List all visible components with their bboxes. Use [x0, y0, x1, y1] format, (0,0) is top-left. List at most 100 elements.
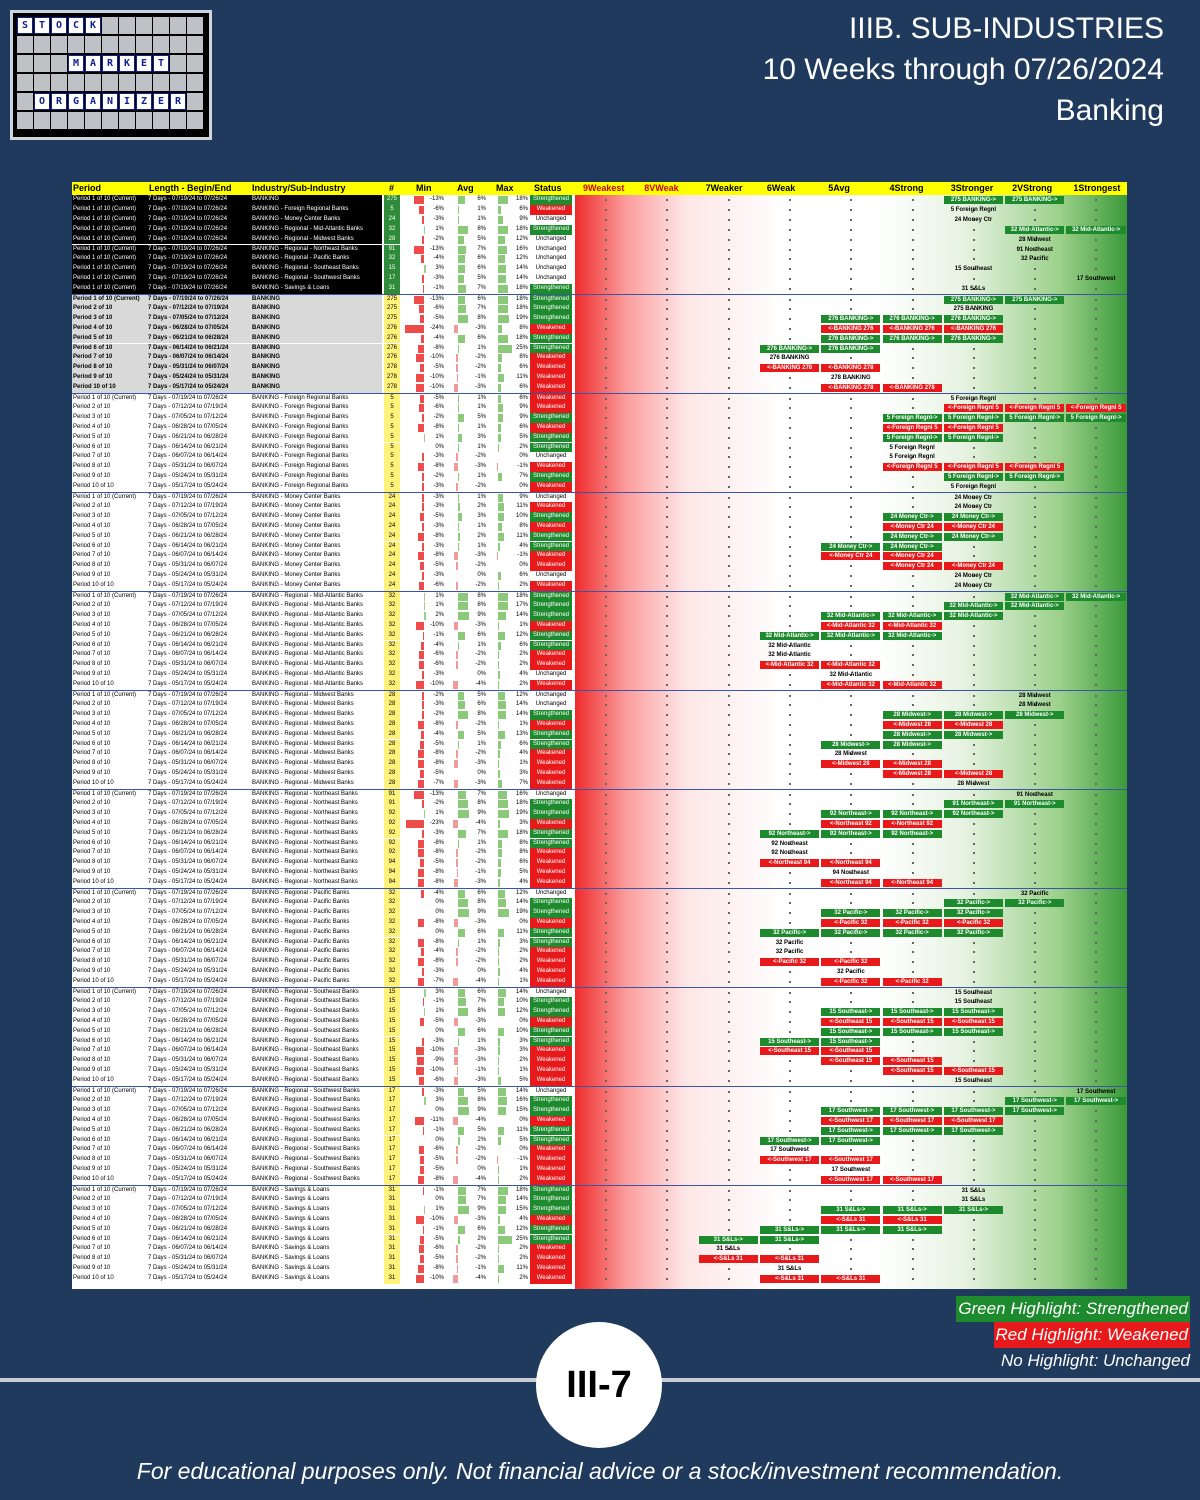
cell-period: Period 1 of 10 (Current): [72, 284, 149, 294]
max-bar: [498, 898, 506, 907]
cell-max: 1%: [519, 621, 528, 628]
cell-industry: BANKING - Regional - Midwest Banks: [252, 750, 354, 757]
cell-industry: BANKING - Regional - Pacific Banks: [252, 918, 350, 925]
cell-count: 92: [384, 818, 400, 829]
cell-avg: -1%: [475, 374, 486, 381]
max-bar: [498, 791, 507, 799]
cell-max: 4%: [519, 968, 528, 975]
level-marker: <-Southeast 15: [882, 1067, 942, 1076]
level-dot: [1095, 1030, 1098, 1033]
cell-length: 7 Days - 07/12/24 to 07/19/24: [148, 1195, 228, 1202]
cell-status: Weakened: [530, 1056, 572, 1067]
table-row: Period 5 of 10 7 Days - 06/21/24 to 06/28…: [72, 630, 1127, 641]
title-line-range: 10 Weeks through 07/26/2024: [762, 53, 1164, 86]
cell-max: 0%: [519, 1116, 528, 1123]
cell-count: 15: [384, 1056, 400, 1067]
level-marker: <-Mid-Atlantic 32: [821, 621, 881, 630]
cell-period: Period 7 of 10: [73, 1245, 111, 1252]
logo-tile: [102, 74, 118, 91]
max-bar: [498, 692, 505, 700]
max-bar: [498, 304, 509, 313]
cell-max: 25%: [515, 344, 528, 351]
cell-period: Period 5 of 10: [73, 1126, 111, 1133]
cell-min: -3%: [433, 1037, 444, 1044]
min-bar: [423, 285, 424, 294]
cell-length: 7 Days - 07/19/24 to 07/26/24: [148, 494, 228, 500]
min-bar: [424, 611, 426, 620]
level-dot: [788, 695, 791, 697]
level-dot: [605, 822, 607, 825]
level-dot: [605, 377, 607, 380]
cell-count: 276: [384, 353, 400, 364]
level-marker: 32 Pacific->: [943, 898, 1004, 907]
cell-count: 28: [384, 769, 400, 780]
level-marker: 15 Southeast->: [821, 1007, 881, 1016]
cell-max: 4%: [519, 542, 528, 549]
cell-period: Period 2 of 10: [73, 700, 111, 707]
level-dot: [605, 288, 607, 291]
cell-status: Strengthened: [530, 1095, 572, 1106]
level-dot: [666, 377, 669, 380]
level-dot: [788, 596, 791, 598]
cell-avg: 8%: [477, 1007, 486, 1014]
level-dot: [972, 1248, 975, 1251]
cell-period: Period 1 of 10 (Current): [72, 224, 149, 235]
cell-industry: BANKING - Regional - Southwest Banks: [252, 1096, 360, 1103]
level-dot: [727, 426, 730, 429]
min-bar: [420, 395, 424, 403]
min-bar: [417, 938, 424, 947]
level-dot: [911, 238, 914, 241]
cell-count: 28: [384, 739, 400, 750]
level-dot: [850, 644, 853, 647]
level-marker: 15 Southeast: [954, 998, 993, 1005]
level-dot: [727, 406, 730, 409]
level-marker: <-Midwest 28: [882, 770, 942, 779]
level-dot: [1034, 307, 1037, 310]
level-dot: [666, 783, 669, 786]
level-dot: [1034, 238, 1037, 241]
level-dot: [605, 327, 607, 330]
level-marker: <-Southwest 17: [943, 1116, 1004, 1125]
avg-bar: [458, 839, 460, 848]
level-dot: [727, 822, 730, 825]
level-dot: [850, 446, 853, 449]
cell-status: Weakened: [530, 353, 572, 364]
cell-min: -5%: [433, 395, 444, 401]
max-bar: [498, 869, 501, 878]
cell-status: Strengthened: [530, 1194, 572, 1205]
cell-period: Period 7 of 10: [73, 849, 111, 856]
avg-bar: [454, 780, 458, 789]
cell-avg: 6%: [477, 334, 486, 341]
level-dot: [727, 545, 730, 548]
level-dot: [850, 238, 853, 241]
level-marker: 15 Southeast->: [943, 1007, 1004, 1016]
cell-status: Weakened: [530, 383, 572, 393]
cell-status: Strengthened: [530, 1006, 572, 1017]
cell-min: -2%: [433, 692, 444, 698]
level-dot: [911, 802, 914, 805]
level-dot: [666, 872, 669, 875]
level-dot: [1095, 1010, 1098, 1013]
logo-tile: [136, 74, 152, 91]
cell-period: Period 6 of 10: [73, 1235, 111, 1242]
level-marker: 91 Northeast: [1016, 246, 1053, 253]
cell-period: Period 8 of 10: [73, 1156, 111, 1163]
level-dot: [666, 634, 669, 637]
cell-industry: BANKING - Money Center Banks: [252, 214, 382, 225]
logo-letter: E: [136, 55, 152, 72]
level-dot: [605, 466, 607, 469]
logo-tile: [187, 36, 203, 53]
level-dot: [727, 486, 730, 489]
logo-letter: O: [34, 93, 50, 110]
cell-max: 9%: [519, 215, 528, 222]
level-dot: [605, 1268, 607, 1271]
level-dot: [972, 1190, 975, 1192]
level-dot: [911, 497, 914, 499]
cell-period: Period 7 of 10: [72, 353, 149, 364]
logo-tile: [17, 36, 33, 53]
cell-count: 28: [384, 699, 400, 710]
table-row: Period 4 of 10 7 Days - 06/28/24 to 07/05…: [72, 818, 1127, 829]
level-dot: [727, 664, 730, 667]
level-dot: [788, 575, 791, 578]
avg-bar: [455, 1156, 458, 1165]
